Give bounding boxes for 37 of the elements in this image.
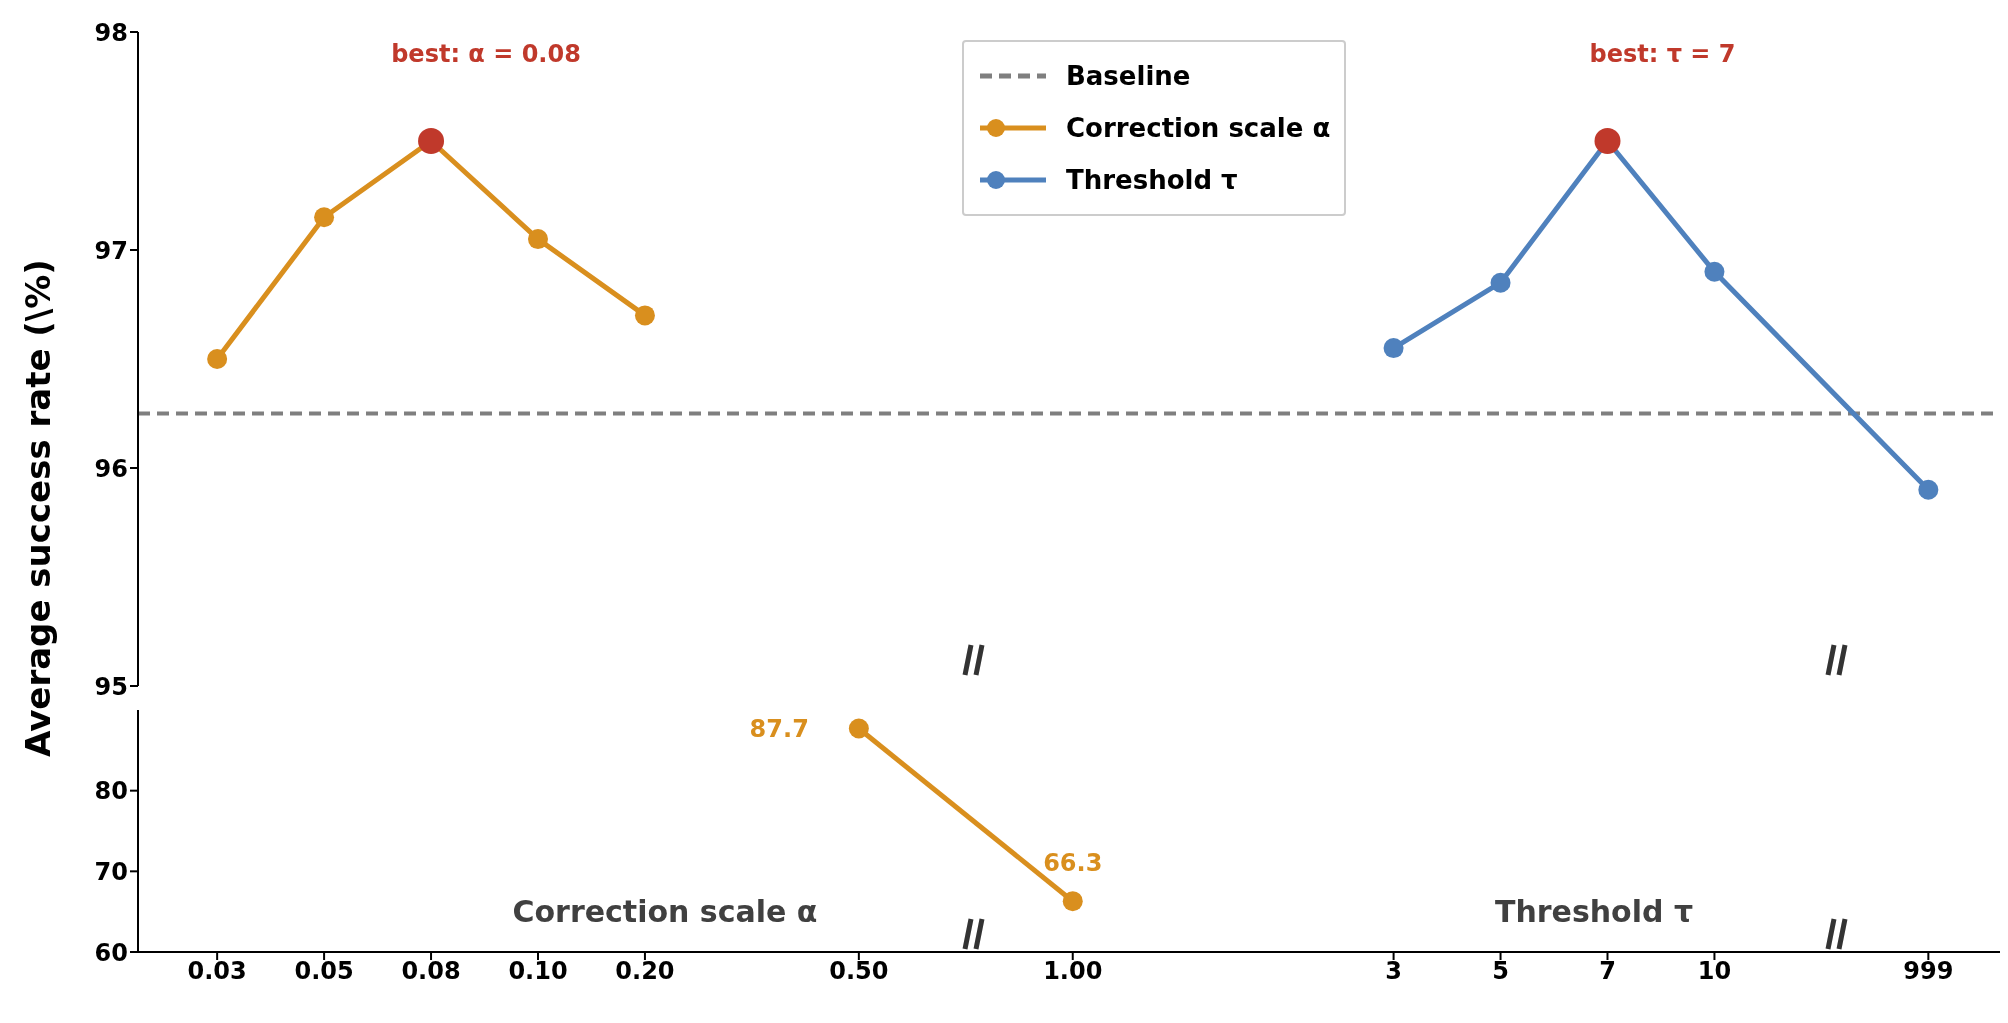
x-tick-label: 1.00 bbox=[1043, 957, 1103, 986]
y-tick-label: 98 bbox=[94, 18, 128, 47]
point bbox=[1383, 338, 1404, 359]
x-tick-label: 0.20 bbox=[615, 957, 675, 986]
annotation: Threshold τ bbox=[1494, 894, 1694, 929]
annotation: best: τ = 7 bbox=[1589, 40, 1736, 68]
data-label: 66.3 bbox=[1043, 849, 1103, 878]
x-tick-label: 0.08 bbox=[401, 957, 461, 986]
y-tick-label: 96 bbox=[94, 454, 128, 483]
x-tick-label: 999 bbox=[1903, 957, 1954, 986]
x-tick-label: 0.10 bbox=[508, 957, 568, 986]
x-tick-label: 0.03 bbox=[187, 957, 247, 986]
point bbox=[1704, 261, 1725, 282]
y-tick-label: 95 bbox=[94, 672, 128, 701]
annotation: best: α = 0.08 bbox=[391, 40, 581, 68]
point bbox=[1918, 479, 1939, 500]
legend-label: Baseline bbox=[1066, 61, 1191, 91]
y-tick-label: 70 bbox=[94, 857, 128, 886]
point bbox=[634, 305, 655, 326]
annotation: Correction scale α bbox=[512, 894, 818, 929]
data-label: 87.7 bbox=[749, 714, 809, 743]
x-tick-label: 7 bbox=[1599, 957, 1616, 986]
x-tick-label: 10 bbox=[1697, 957, 1732, 986]
point bbox=[527, 229, 548, 250]
legend-label: Threshold τ bbox=[1066, 165, 1238, 195]
y-tick-label: 80 bbox=[94, 777, 128, 806]
point bbox=[1490, 272, 1511, 293]
y-axis-title: Average success rate (\%) bbox=[18, 258, 58, 759]
x-tick-label: 0.05 bbox=[294, 957, 354, 986]
legend-label: Correction scale α bbox=[1066, 113, 1331, 143]
point bbox=[207, 349, 228, 369]
y-tick-label: 60 bbox=[94, 938, 128, 967]
y-tick-label: 97 bbox=[94, 236, 128, 265]
point bbox=[314, 207, 335, 228]
x-tick-label: 0.50 bbox=[829, 957, 889, 986]
x-tick-label: 3 bbox=[1385, 957, 1402, 986]
x-tick-label: 5 bbox=[1492, 957, 1509, 986]
